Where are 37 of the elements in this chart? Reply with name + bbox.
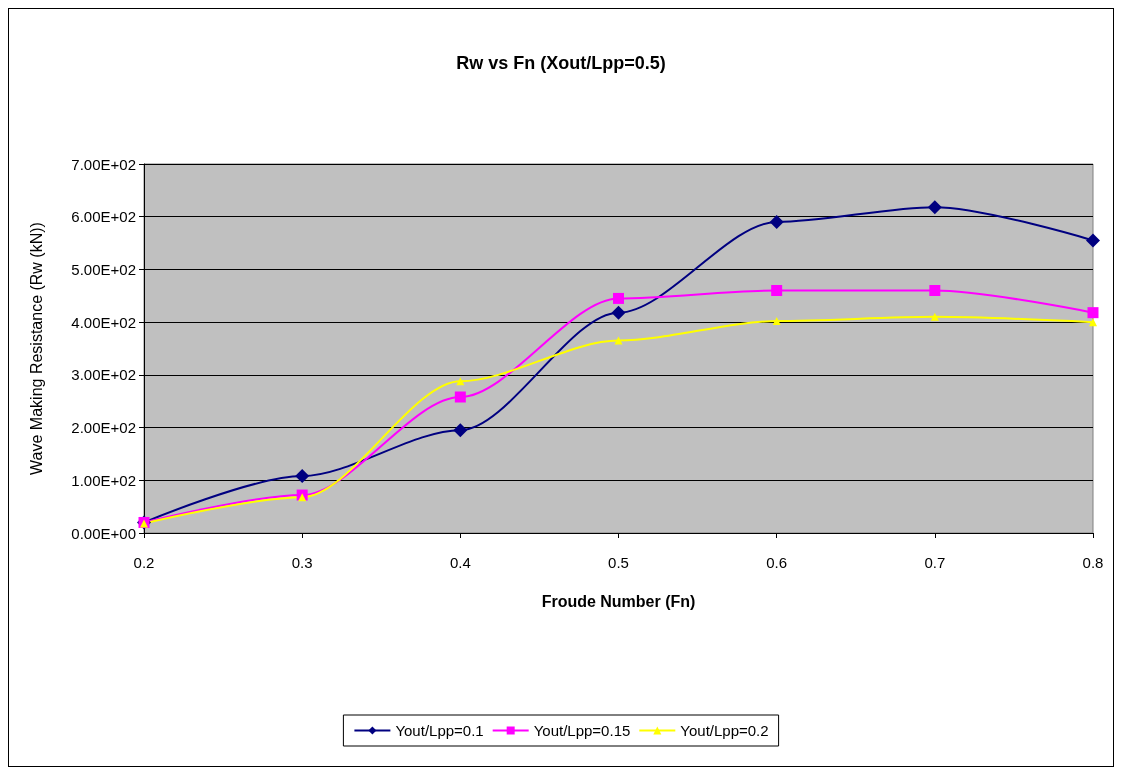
legend-label: Yout/Lpp=0.2: [680, 722, 769, 739]
point: [614, 336, 623, 345]
point: [453, 423, 468, 438]
point: [1086, 233, 1100, 248]
point: [927, 200, 942, 215]
x-tick-label: 0.4: [449, 554, 471, 571]
point: [613, 292, 624, 304]
y-tick-label: 4.00E+02: [71, 313, 136, 331]
y-tick-label: 0.00E+00: [71, 524, 136, 542]
y-tick-label: 5.00E+02: [71, 260, 136, 278]
y-tick-label: 2.00E+02: [71, 419, 136, 437]
x-tick-label: 0.3: [291, 554, 313, 571]
y-axis-title: Wave Making Resistance (Rw (kN)): [27, 222, 45, 475]
y-tick-label: 1.00E+02: [71, 471, 136, 489]
chart-title: Rw vs Fn (Xout/Lpp=0.5): [456, 53, 666, 73]
point: [929, 285, 941, 297]
x-tick-label: 0.5: [608, 554, 629, 571]
point: [930, 312, 939, 321]
x-axis-title: Froude Number (Fn): [541, 592, 696, 610]
legend-label: Yout/Lpp=0.1: [395, 722, 484, 739]
x-tick-label: 0.6: [766, 554, 788, 571]
point: [769, 214, 784, 229]
legend-label: Yout/Lpp=0.15: [533, 722, 631, 739]
point: [771, 285, 783, 297]
point: [1087, 307, 1099, 319]
point: [298, 493, 307, 502]
point: [1089, 318, 1097, 327]
point: [454, 391, 466, 403]
x-tick-label: 0.8: [1082, 554, 1104, 571]
point: [772, 317, 781, 326]
x-tick-label: 0.2: [133, 554, 155, 571]
x-tick-label: 0.7: [924, 554, 946, 571]
point: [611, 305, 626, 320]
point: [295, 469, 310, 484]
y-tick-label: 6.00E+02: [71, 208, 136, 226]
y-tick-label: 7.00E+02: [71, 155, 136, 173]
y-tick-label: 3.00E+02: [71, 366, 136, 384]
